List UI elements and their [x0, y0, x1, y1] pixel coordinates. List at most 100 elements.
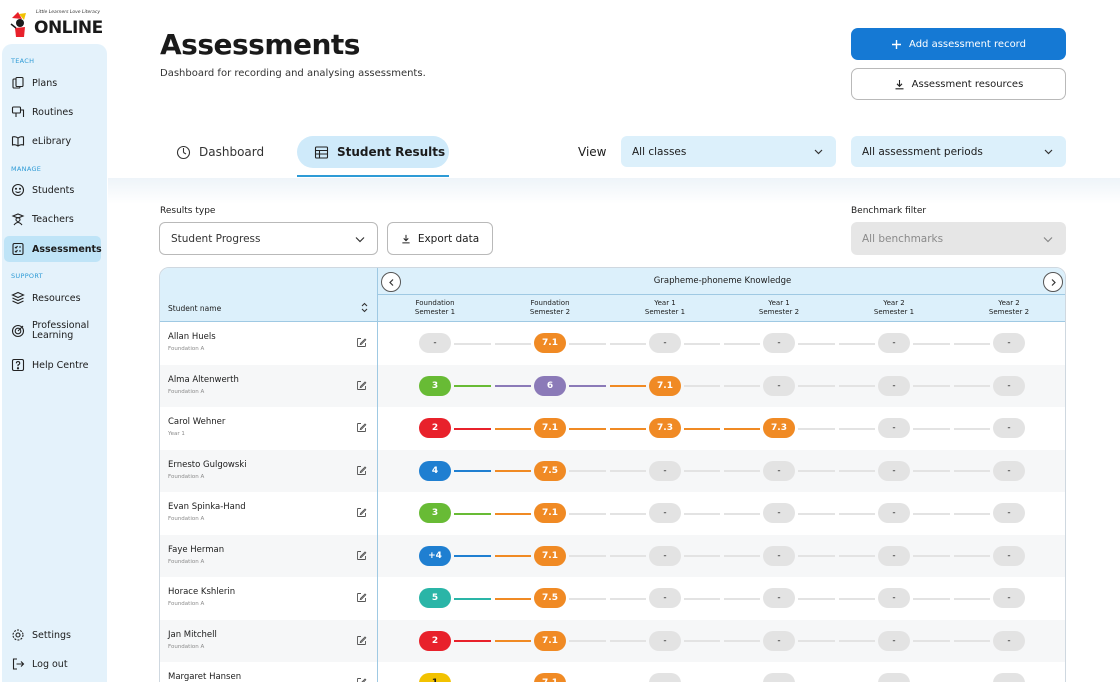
result-pill-empty[interactable]: -	[878, 333, 910, 353]
result-pill[interactable]: 7.1	[534, 545, 566, 566]
result-pill[interactable]: 3	[419, 375, 451, 396]
result-pill-empty[interactable]: -	[649, 588, 681, 608]
results-type-select[interactable]: Student Progress	[159, 222, 378, 255]
result-pill[interactable]: 7.1	[649, 375, 681, 396]
sidebar-item-resources[interactable]: Resources	[4, 285, 101, 311]
result-pill-empty[interactable]: -	[649, 503, 681, 523]
result-pill-empty[interactable]: -	[878, 375, 910, 396]
result-pill[interactable]: 2	[419, 418, 451, 438]
result-pill-empty[interactable]: -	[993, 630, 1025, 651]
sidebar-item-elibrary[interactable]: eLibrary	[4, 128, 101, 154]
student-name[interactable]: Margaret Hansen	[168, 672, 242, 682]
result-pill[interactable]: 1	[419, 673, 451, 682]
result-pill[interactable]: 7.1	[534, 673, 566, 682]
student-name[interactable]: Evan Spinka-Hand	[168, 502, 246, 512]
period-column-header[interactable]: Year 1 Semester 2	[729, 299, 829, 317]
sidebar-item-plans[interactable]: Plans	[4, 70, 101, 96]
result-pill-empty[interactable]: -	[993, 375, 1025, 396]
result-pill-empty[interactable]: -	[763, 460, 795, 481]
result-pill[interactable]: +4	[419, 545, 451, 566]
result-pill[interactable]: 7.5	[534, 460, 566, 481]
student-name-header[interactable]: Student name	[160, 268, 378, 322]
result-pill-empty[interactable]: -	[878, 460, 910, 481]
result-pill-empty[interactable]: -	[649, 460, 681, 481]
edit-icon[interactable]	[356, 635, 367, 646]
result-pill[interactable]: 4	[419, 460, 451, 481]
result-pill[interactable]: 7.1	[534, 630, 566, 651]
benchmark-filter-select[interactable]: All benchmarks	[851, 222, 1066, 255]
sidebar-item-students[interactable]: Students	[4, 177, 101, 203]
student-name[interactable]: Allan Huels	[168, 332, 216, 342]
result-pill-empty[interactable]: -	[763, 333, 795, 353]
result-pill[interactable]: 3	[419, 503, 451, 523]
result-pill-empty[interactable]: -	[763, 545, 795, 566]
result-pill-empty[interactable]: -	[878, 545, 910, 566]
edit-icon[interactable]	[356, 677, 367, 682]
result-pill-empty[interactable]: -	[878, 630, 910, 651]
result-pill[interactable]: 2	[419, 630, 451, 651]
result-pill-empty[interactable]: -	[763, 588, 795, 608]
sidebar-item-logout[interactable]: Log out	[4, 651, 101, 677]
period-column-header[interactable]: Year 2 Semester 2	[959, 299, 1059, 317]
result-pill-empty[interactable]: -	[763, 375, 795, 396]
export-data-button[interactable]: Export data	[387, 222, 493, 255]
result-pill-empty[interactable]: -	[878, 418, 910, 438]
student-name[interactable]: Alma Altenwerth	[168, 374, 239, 385]
sidebar-item-settings[interactable]: Settings	[4, 622, 101, 648]
student-name[interactable]: Carol Wehner	[168, 417, 226, 427]
result-pill-empty[interactable]: -	[993, 545, 1025, 566]
result-pill-empty[interactable]: -	[649, 545, 681, 566]
result-pill-empty[interactable]: -	[993, 673, 1025, 682]
result-pill[interactable]: 7.1	[534, 503, 566, 523]
previous-assessment-button[interactable]	[381, 272, 401, 292]
tab-student-results[interactable]: Student Results	[297, 136, 449, 168]
student-name[interactable]: Horace Kshlerin	[168, 587, 236, 597]
edit-icon[interactable]	[356, 380, 367, 391]
assessment-period-select[interactable]: All assessment periods	[851, 136, 1066, 167]
edit-icon[interactable]	[356, 337, 367, 348]
tab-dashboard[interactable]: Dashboard	[168, 136, 298, 168]
edit-icon[interactable]	[356, 422, 367, 433]
result-pill-empty[interactable]: -	[649, 333, 681, 353]
result-pill[interactable]: 7.3	[763, 418, 795, 438]
sidebar-item-help-centre[interactable]: Help Centre	[4, 352, 101, 378]
period-column-header[interactable]: Foundation Semester 1	[385, 299, 485, 317]
result-pill-empty[interactable]: -	[878, 503, 910, 523]
result-pill-empty[interactable]: -	[993, 503, 1025, 523]
class-select[interactable]: All classes	[621, 136, 836, 167]
brand-logo[interactable]: Little Learners Love Literacy ONLINE	[8, 8, 103, 42]
edit-icon[interactable]	[356, 465, 367, 476]
result-pill-empty[interactable]: -	[993, 460, 1025, 481]
result-pill-empty[interactable]: -	[878, 673, 910, 682]
result-pill-empty[interactable]: -	[763, 630, 795, 651]
period-column-header[interactable]: Year 2 Semester 1	[844, 299, 944, 317]
result-pill-empty[interactable]: -	[763, 673, 795, 682]
student-name[interactable]: Jan Mitchell	[168, 629, 217, 640]
add-assessment-record-button[interactable]: Add assessment record	[851, 28, 1066, 60]
edit-icon[interactable]	[356, 507, 367, 518]
assessment-resources-button[interactable]: Assessment resources	[851, 68, 1066, 100]
result-pill-empty[interactable]: -	[649, 673, 681, 682]
result-pill-empty[interactable]: -	[878, 588, 910, 608]
edit-icon[interactable]	[356, 592, 367, 603]
result-pill-empty[interactable]: -	[649, 630, 681, 651]
edit-icon[interactable]	[356, 550, 367, 561]
result-pill[interactable]: 7.1	[534, 418, 566, 438]
result-pill-empty[interactable]: -	[993, 418, 1025, 438]
result-pill-empty[interactable]: -	[763, 503, 795, 523]
result-pill[interactable]: 7.5	[534, 588, 566, 608]
period-column-header[interactable]: Foundation Semester 2	[500, 299, 600, 317]
student-name[interactable]: Faye Herman	[168, 544, 225, 555]
period-column-header[interactable]: Year 1 Semester 1	[615, 299, 715, 317]
sidebar-item-routines[interactable]: Routines	[4, 99, 101, 125]
result-pill[interactable]: 7.3	[649, 418, 681, 438]
sort-icon[interactable]	[360, 302, 369, 313]
sidebar-item-teachers[interactable]: Teachers	[4, 206, 101, 232]
result-pill-empty[interactable]: -	[993, 333, 1025, 353]
result-pill[interactable]: 5	[419, 588, 451, 608]
student-name[interactable]: Ernesto Gulgowski	[168, 459, 247, 470]
sidebar-item-assessments[interactable]: Assessments	[4, 236, 102, 262]
next-assessment-button[interactable]	[1043, 272, 1063, 292]
result-pill-empty[interactable]: -	[993, 588, 1025, 608]
result-pill[interactable]: 7.1	[534, 333, 566, 353]
